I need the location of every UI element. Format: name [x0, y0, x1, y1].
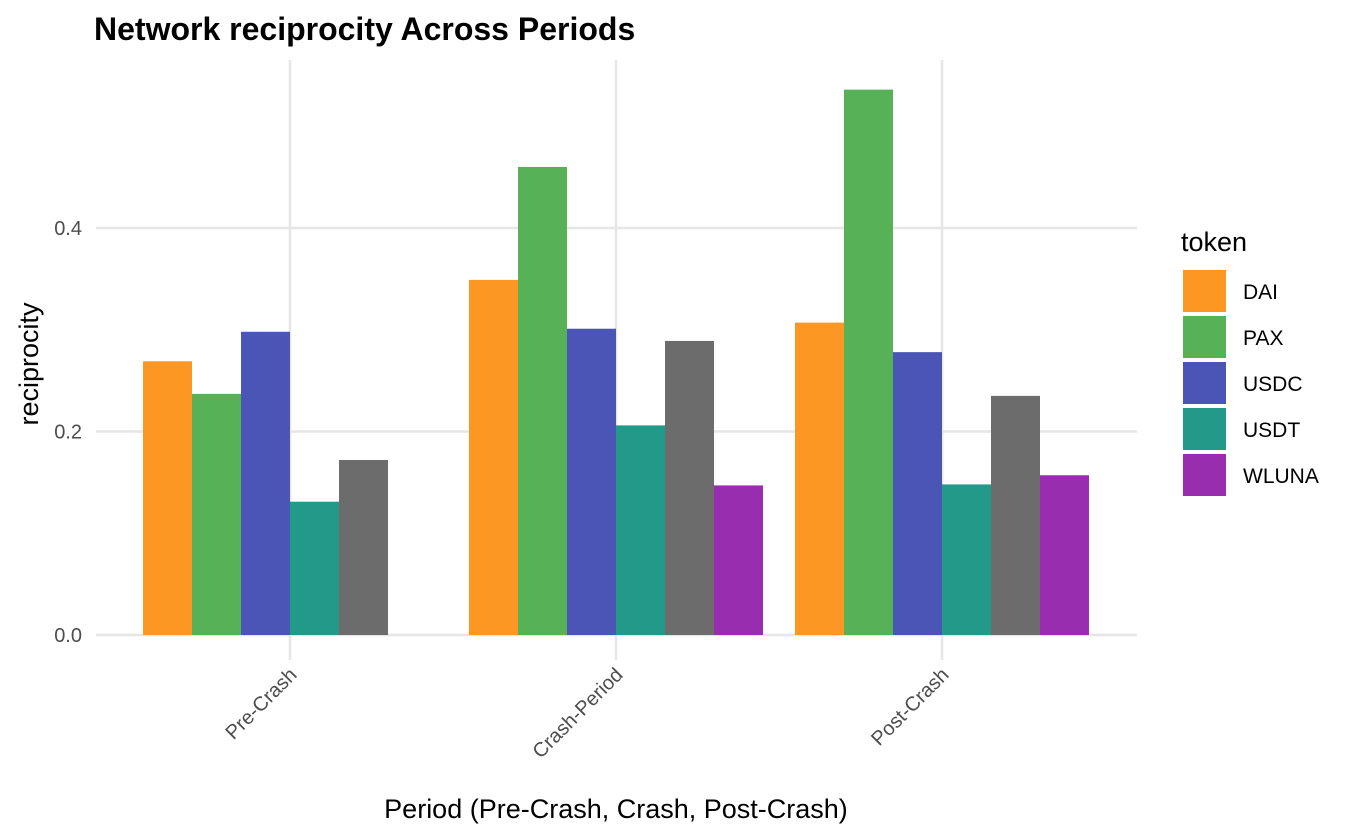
legend-swatch-wluna — [1183, 454, 1226, 496]
bar-dai-crash-period — [469, 279, 518, 635]
bar-dai-post-crash — [795, 322, 844, 635]
x-tick-label: Post-Crash — [867, 664, 953, 750]
bar-usdc-post-crash — [893, 352, 942, 635]
legend-label-usdc: USDC — [1243, 373, 1303, 396]
bar-usdt-post-crash — [942, 484, 991, 635]
y-axis-title: reciprocity — [14, 302, 44, 426]
legend-items: DAI PAX USDC USDT WLUNA — [1183, 270, 1319, 496]
chart-title: Network reciprocity Across Periods — [94, 11, 635, 47]
legend-label-dai: DAI — [1243, 281, 1278, 304]
legend-label-usdt: USDT — [1243, 419, 1300, 442]
bar-usdc-pre-crash — [241, 331, 290, 635]
y-axis-ticks: 0.0 0.2 0.4 — [54, 218, 82, 647]
legend-swatch-usdt — [1183, 408, 1226, 450]
bars — [143, 89, 1089, 636]
bar-pax-pre-crash — [192, 393, 241, 635]
y-tick-label: 0.4 — [54, 218, 82, 240]
x-axis-title: Period (Pre-Crash, Crash, Post-Crash) — [384, 794, 848, 824]
x-tick-label: Pre-Crash — [222, 664, 302, 744]
bar-wluna-crash-period — [714, 485, 763, 635]
bar-dai-pre-crash — [143, 361, 192, 635]
y-tick-label: 0.0 — [54, 625, 82, 647]
legend: token DAI PAX USDC USDT WLUNA — [1181, 227, 1319, 496]
x-axis-ticks: Pre-Crash Crash-Period Post-Crash — [222, 664, 954, 763]
bar-series-5-post-crash — [991, 395, 1040, 635]
bar-usdc-crash-period — [567, 328, 616, 635]
bar-wluna-post-crash — [1040, 475, 1089, 635]
legend-title: token — [1181, 227, 1247, 257]
bar-pax-crash-period — [518, 166, 567, 635]
y-tick-label: 0.2 — [54, 422, 82, 444]
legend-swatch-usdc — [1183, 362, 1226, 404]
bar-usdt-crash-period — [616, 425, 665, 635]
legend-swatch-pax — [1183, 316, 1226, 358]
bar-series-5-pre-crash — [339, 459, 388, 635]
x-tick-label: Crash-Period — [529, 664, 628, 763]
bar-usdt-pre-crash — [290, 501, 339, 635]
legend-label-wluna: WLUNA — [1243, 465, 1319, 488]
legend-swatch-dai — [1183, 270, 1226, 312]
bar-series-5-crash-period — [665, 340, 714, 635]
legend-label-pax: PAX — [1243, 327, 1283, 350]
bar-pax-post-crash — [844, 89, 893, 636]
